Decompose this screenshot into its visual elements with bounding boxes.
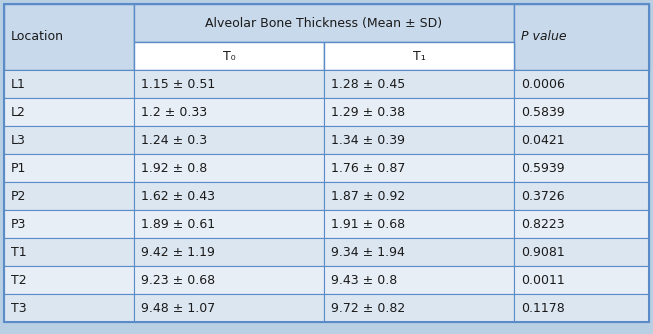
Bar (4, 98, 134, 126)
Text: P1: P1 (11, 162, 26, 174)
Bar (4, 238, 134, 266)
Text: P2: P2 (11, 189, 26, 202)
Bar (134, 70, 324, 98)
Text: 1.34 ± 0.39: 1.34 ± 0.39 (331, 134, 405, 147)
Bar (514, 98, 649, 126)
Text: 0.8223: 0.8223 (521, 217, 565, 230)
Bar (324, 238, 514, 266)
Text: 1.28 ± 0.45: 1.28 ± 0.45 (331, 77, 406, 91)
Bar (324, 126, 514, 154)
Text: 1.29 ± 0.38: 1.29 ± 0.38 (331, 106, 405, 119)
Text: T1: T1 (11, 245, 27, 259)
Text: Alveolar Bone Thickness (Mean ± SD): Alveolar Bone Thickness (Mean ± SD) (206, 16, 443, 29)
Bar (514, 70, 649, 98)
Bar (134, 98, 324, 126)
Text: P value: P value (521, 30, 567, 43)
Text: 0.0421: 0.0421 (521, 134, 565, 147)
Bar (324, 70, 514, 98)
Text: 1.89 ± 0.61: 1.89 ± 0.61 (141, 217, 215, 230)
Text: 1.2 ± 0.33: 1.2 ± 0.33 (141, 106, 207, 119)
Text: 0.0011: 0.0011 (521, 274, 565, 287)
Bar (324, 182, 514, 210)
Bar (514, 4, 649, 70)
Bar (514, 154, 649, 182)
Bar (4, 182, 134, 210)
Text: 9.43 ± 0.8: 9.43 ± 0.8 (331, 274, 397, 287)
Bar (134, 4, 514, 42)
Bar (4, 70, 134, 98)
Bar (514, 294, 649, 322)
Bar (324, 210, 514, 238)
Bar (4, 154, 134, 182)
Text: 1.92 ± 0.8: 1.92 ± 0.8 (141, 162, 207, 174)
Text: 9.34 ± 1.94: 9.34 ± 1.94 (331, 245, 405, 259)
Text: 1.91 ± 0.68: 1.91 ± 0.68 (331, 217, 405, 230)
Text: 0.9081: 0.9081 (521, 245, 565, 259)
Text: 1.24 ± 0.3: 1.24 ± 0.3 (141, 134, 207, 147)
Text: T3: T3 (11, 302, 27, 315)
Bar (324, 266, 514, 294)
Bar (324, 294, 514, 322)
Text: 1.15 ± 0.51: 1.15 ± 0.51 (141, 77, 215, 91)
Bar (324, 42, 514, 70)
Text: 0.3726: 0.3726 (521, 189, 565, 202)
Text: L2: L2 (11, 106, 26, 119)
Text: 1.62 ± 0.43: 1.62 ± 0.43 (141, 189, 215, 202)
Bar (134, 294, 324, 322)
Text: P3: P3 (11, 217, 26, 230)
Text: T₀: T₀ (223, 49, 235, 62)
Text: Location: Location (11, 30, 64, 43)
Bar (4, 4, 134, 70)
Text: 0.5839: 0.5839 (521, 106, 565, 119)
Bar (134, 126, 324, 154)
Bar (514, 266, 649, 294)
Bar (324, 154, 514, 182)
Text: 1.76 ± 0.87: 1.76 ± 0.87 (331, 162, 406, 174)
Text: 9.48 ± 1.07: 9.48 ± 1.07 (141, 302, 215, 315)
Bar (134, 210, 324, 238)
Bar (134, 182, 324, 210)
Text: 1.87 ± 0.92: 1.87 ± 0.92 (331, 189, 406, 202)
Bar (134, 266, 324, 294)
Text: 9.23 ± 0.68: 9.23 ± 0.68 (141, 274, 215, 287)
Bar (514, 238, 649, 266)
Text: L1: L1 (11, 77, 26, 91)
Text: T2: T2 (11, 274, 27, 287)
Text: L3: L3 (11, 134, 26, 147)
Text: 9.42 ± 1.19: 9.42 ± 1.19 (141, 245, 215, 259)
Text: 0.5939: 0.5939 (521, 162, 565, 174)
Bar (4, 210, 134, 238)
Bar (514, 182, 649, 210)
Bar (4, 126, 134, 154)
Bar (324, 98, 514, 126)
Bar (514, 210, 649, 238)
Bar (4, 266, 134, 294)
Bar (134, 42, 324, 70)
Text: 9.72 ± 0.82: 9.72 ± 0.82 (331, 302, 406, 315)
Text: 0.0006: 0.0006 (521, 77, 565, 91)
Bar (4, 294, 134, 322)
Bar (134, 238, 324, 266)
Text: T₁: T₁ (413, 49, 425, 62)
Bar (134, 154, 324, 182)
Bar (514, 126, 649, 154)
Text: 0.1178: 0.1178 (521, 302, 565, 315)
